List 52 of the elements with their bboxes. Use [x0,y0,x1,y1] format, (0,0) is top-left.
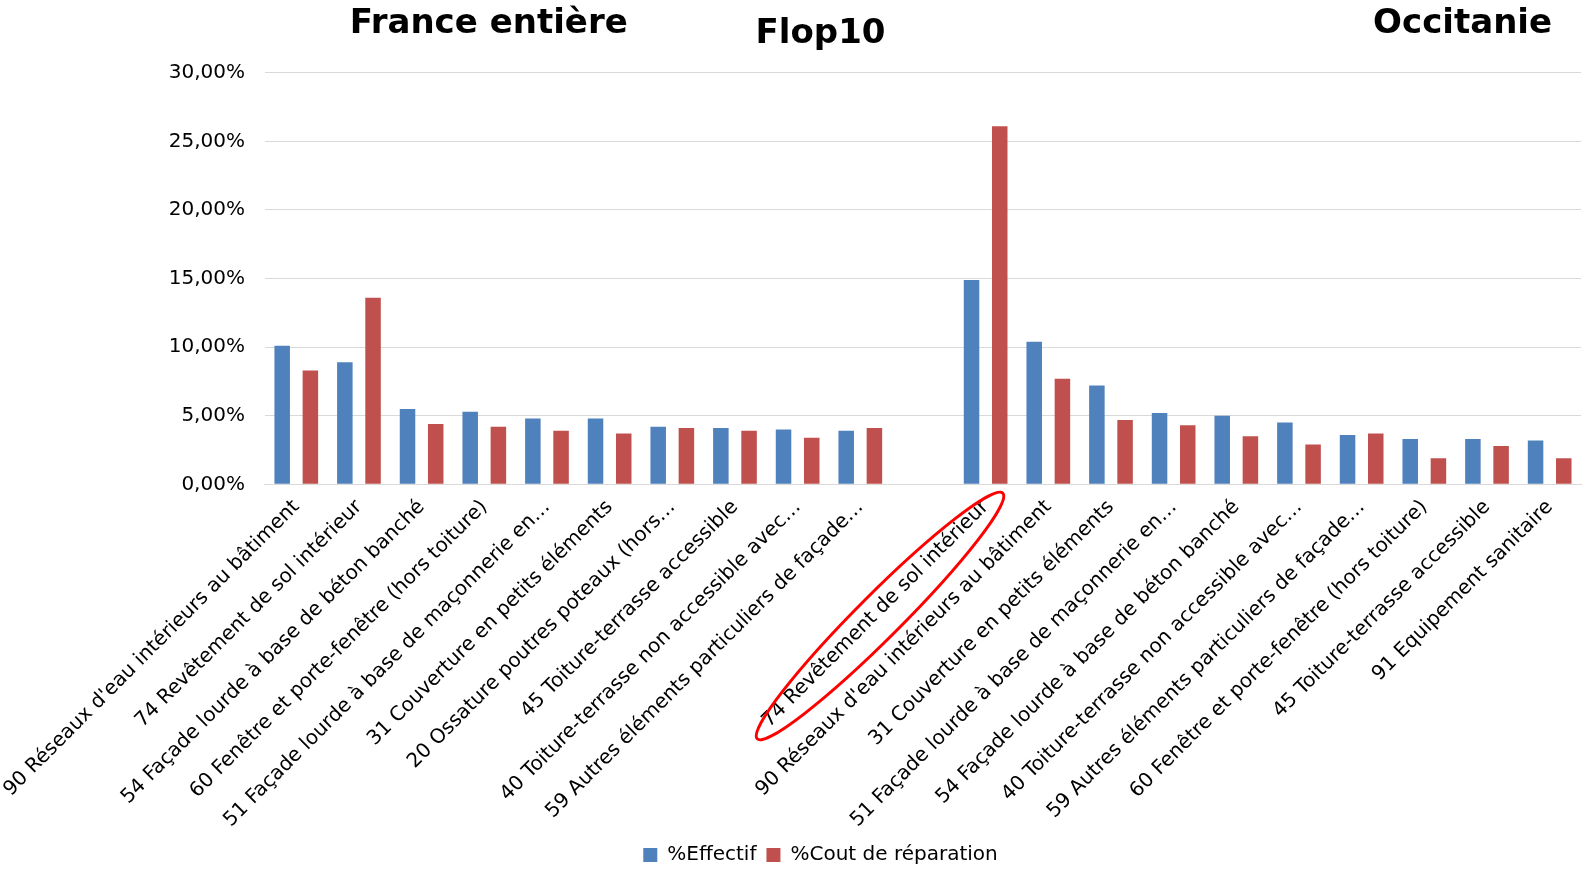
bar [866,428,883,484]
bar [1402,439,1418,484]
bar [1556,458,1572,484]
bar [337,362,353,484]
y-tick-label: 15,00% [168,264,245,289]
legend-label: %Cout de réparation [790,841,998,866]
y-tick-label: 25,00% [168,127,245,152]
text: Occitanie [1373,0,1553,41]
bar [963,279,980,484]
bar [838,430,854,484]
bar [490,426,507,484]
y-tick-label: 20,00% [168,196,245,221]
bar [553,430,569,484]
bar [991,126,1008,484]
bar [1180,425,1196,484]
y-tick-label: 10,00% [168,333,245,358]
bar [615,433,632,484]
bar [1277,422,1293,484]
bar [587,418,604,484]
y-tick-label: 0,00% [181,470,245,495]
bar [1305,444,1321,484]
bar [650,426,666,484]
bar [1527,440,1544,484]
legend-label: %Effectif [667,841,758,866]
bar [1117,419,1133,484]
bar [274,345,290,484]
bar [1465,439,1481,484]
bar [525,418,541,484]
bar [775,429,792,484]
bar [678,428,695,484]
bar [1214,415,1230,484]
bar [1151,413,1168,484]
bar [399,408,416,484]
bar [365,297,381,484]
bar [1089,385,1105,484]
bar [1054,378,1071,484]
bar [803,437,820,484]
bar [302,370,319,484]
bar [1242,436,1259,484]
bar [1026,341,1042,484]
text: France entière [349,0,628,41]
bar [462,411,478,484]
bar [1339,434,1356,484]
bar [1368,433,1384,484]
bar [427,423,444,484]
y-tick-label: 5,00% [181,401,245,426]
y-tick-label: 30,00% [168,59,245,83]
bar [741,430,757,484]
bar [713,428,729,484]
chart-title: Flop10 [755,11,886,52]
bar [1430,458,1447,484]
bar [1493,445,1509,484]
